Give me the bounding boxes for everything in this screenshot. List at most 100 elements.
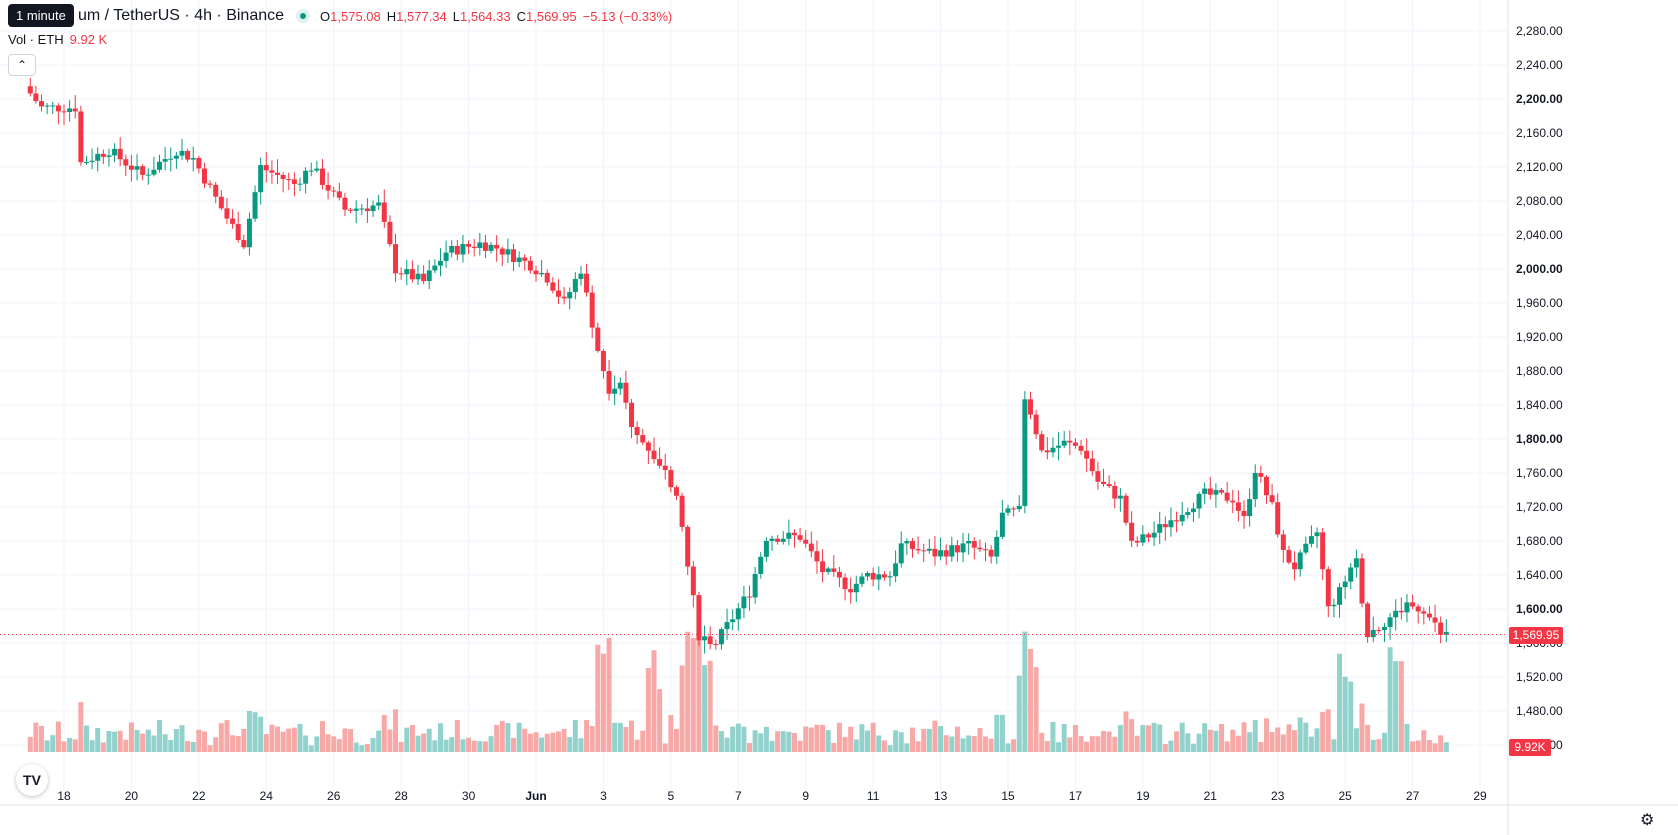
volume-bar [983,736,989,752]
candle-body [1174,520,1180,522]
time-tick-label: 28 [394,789,408,803]
candle-body [533,270,539,275]
volume-bar [1337,653,1343,752]
candle-body [72,108,78,112]
candle-body [415,273,421,280]
tradingview-logo-icon[interactable]: TV [16,764,48,796]
candle-body [1123,495,1129,523]
volume-bar [1196,733,1202,752]
candle-body [381,202,387,222]
candle-body [673,487,679,496]
volume-bar [151,735,157,752]
volume-bar [297,724,303,752]
volume-bar [600,653,606,752]
candle-body [1033,414,1039,435]
volume-bar [859,724,865,752]
candle-body [853,583,859,593]
time-tick-label: 9 [802,789,809,803]
candle-body [1292,562,1298,570]
volume-bar [966,735,972,752]
time-tick-label: 13 [934,789,948,803]
collapse-legend-button[interactable]: ⌃ [8,54,36,76]
volume-bar [201,731,207,752]
candle-body [1016,505,1022,510]
candle-body [308,170,314,172]
volume-bar [589,726,595,752]
gear-icon[interactable]: ⚙ [1640,812,1655,829]
candle-body [409,269,415,280]
candle-body [791,532,797,536]
candle-body [437,260,443,266]
volume-bar [488,736,494,752]
candle-body [898,543,904,564]
candle-body [1348,567,1354,582]
symbol-title[interactable]: um / TetherUS · 4h · Binance [78,7,285,24]
volume-bar [50,735,56,752]
volume-bar [1303,722,1309,752]
price-change: −5.13 (−0.33%) [582,8,673,24]
candle-body [769,538,775,541]
candle-body [1230,500,1236,503]
volume-bar [325,734,331,752]
volume-bar [1145,725,1151,752]
symbol-legend[interactable]: um / TetherUS · 4h · Binance O1,575.08 H… [8,6,678,26]
volume-bar [1185,733,1191,752]
price-tick-label: 1,960.00 [1516,296,1563,310]
volume-bar [1061,723,1067,752]
volume-bar [1162,744,1168,752]
candle-body [758,556,764,574]
volume-bar [533,732,539,752]
candle-body [303,170,309,184]
candle-body [1190,508,1196,513]
volume-bar [280,731,286,752]
candle-body [634,427,640,436]
volume-bar [44,740,50,752]
candle-body [949,545,955,557]
volume-bar [1134,735,1140,752]
candle-body [314,168,320,171]
candle-body [909,541,915,550]
candle-body [954,545,960,553]
volume-bar [954,726,960,752]
candle-body [106,155,112,157]
volume-bar [1190,743,1196,752]
volume-bar [1157,724,1163,752]
candle-body [893,563,899,577]
volume-bar [117,730,123,752]
volume-bar [173,729,179,752]
candle-body [1404,602,1410,613]
volume-bar [651,650,657,752]
volume-bar [415,735,421,752]
time-axis: 18 20 22 24 26 28 30 Jun 3 5 7 9 11 13 15 17 19 21 23 25 27 2… [0,789,1678,806]
candle-body [213,184,219,197]
candle-body [522,257,528,261]
volume-label: Vol · ETH [8,32,64,47]
volume-bar [241,728,247,752]
volume-bar [1095,736,1101,752]
volume-bar [1011,739,1017,752]
candle-body [331,190,337,192]
candle-body [185,150,191,160]
volume-value: 9.92 K [69,32,108,47]
volume-bar [949,736,955,752]
candle-body [544,272,550,283]
candle-body [1252,472,1258,500]
candle-body [95,153,101,161]
volume-bar [713,725,719,752]
candle-body [848,589,854,593]
candle-body [1269,495,1275,503]
candle-body [904,541,910,544]
candle-body [651,450,657,460]
volume-legend[interactable]: Vol · ETH 9.92 K [8,32,107,47]
candle-body [1027,399,1033,415]
candle-body [679,495,685,527]
volume-bar [735,723,741,752]
candle-body [561,296,567,299]
volume-bar [1174,731,1180,752]
candle-body [1196,493,1202,509]
candle-body [426,270,432,282]
candle-body [702,636,708,641]
time-tick-label: 26 [327,789,341,803]
price-tick-label: 2,240.00 [1516,58,1563,72]
